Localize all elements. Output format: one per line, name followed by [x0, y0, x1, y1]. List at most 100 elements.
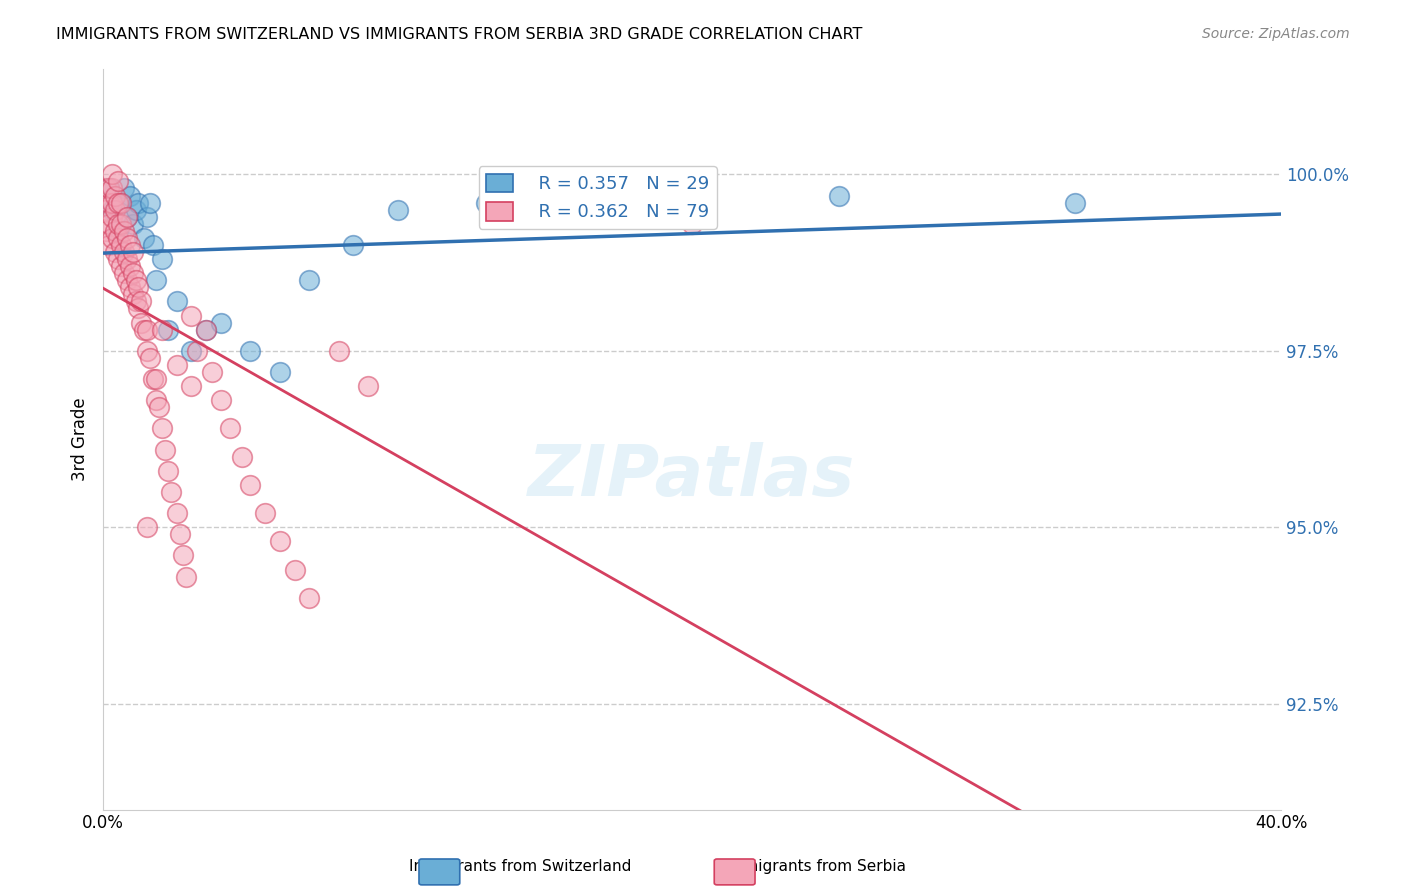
Point — [298, 273, 321, 287]
Point — [115, 210, 138, 224]
Point — [98, 181, 121, 195]
Point — [121, 245, 143, 260]
Point — [145, 372, 167, 386]
Point — [104, 245, 127, 260]
Point — [209, 393, 232, 408]
Point — [124, 294, 146, 309]
Point — [150, 252, 173, 266]
Point — [104, 188, 127, 202]
Point — [131, 294, 153, 309]
Point — [107, 252, 129, 266]
Point — [150, 323, 173, 337]
Point — [180, 343, 202, 358]
Point — [94, 181, 117, 195]
Point — [107, 231, 129, 245]
Point — [218, 421, 240, 435]
Point — [174, 569, 197, 583]
Point — [139, 195, 162, 210]
Point — [328, 343, 350, 358]
Point — [828, 188, 851, 202]
Point — [475, 195, 498, 210]
Point — [134, 323, 156, 337]
Point — [101, 167, 124, 181]
Point — [1063, 195, 1085, 210]
Text: Immigrants from Switzerland: Immigrants from Switzerland — [409, 859, 631, 874]
Point — [107, 174, 129, 188]
Text: Source: ZipAtlas.com: Source: ZipAtlas.com — [1202, 27, 1350, 41]
Point — [153, 442, 176, 457]
Point — [124, 202, 146, 217]
Point — [94, 202, 117, 217]
Point — [160, 485, 183, 500]
Point — [104, 202, 127, 217]
Point — [269, 534, 291, 549]
Point — [118, 259, 141, 273]
Point — [136, 343, 159, 358]
Point — [357, 379, 380, 393]
Point — [107, 224, 129, 238]
Point — [269, 365, 291, 379]
Point — [169, 527, 191, 541]
Point — [98, 181, 121, 195]
Point — [150, 421, 173, 435]
Point — [172, 549, 194, 563]
Point — [101, 231, 124, 245]
Point — [145, 273, 167, 287]
Point — [112, 224, 135, 238]
Point — [136, 323, 159, 337]
Point — [98, 238, 121, 252]
Point — [121, 287, 143, 301]
Point — [209, 316, 232, 330]
Point — [118, 280, 141, 294]
Point — [110, 195, 132, 210]
Point — [136, 210, 159, 224]
Point — [166, 294, 188, 309]
Point — [148, 401, 170, 415]
Legend:   R = 0.357   N = 29,   R = 0.362   N = 79: R = 0.357 N = 29, R = 0.362 N = 79 — [478, 167, 717, 228]
Point — [127, 195, 149, 210]
Point — [121, 266, 143, 280]
Point — [142, 238, 165, 252]
Text: ZIPatlas: ZIPatlas — [529, 442, 856, 510]
Point — [115, 231, 138, 245]
Point — [239, 343, 262, 358]
Point — [134, 231, 156, 245]
Point — [104, 224, 127, 238]
Point — [110, 259, 132, 273]
Point — [166, 358, 188, 372]
Point — [681, 217, 703, 231]
Point — [107, 217, 129, 231]
Point — [101, 202, 124, 217]
Point — [127, 301, 149, 316]
Point — [115, 252, 138, 266]
Point — [136, 520, 159, 534]
Point — [195, 323, 218, 337]
Point — [387, 202, 409, 217]
Y-axis label: 3rd Grade: 3rd Grade — [72, 397, 89, 481]
Point — [195, 323, 218, 337]
Point — [145, 393, 167, 408]
Point — [131, 316, 153, 330]
Point — [112, 181, 135, 195]
Point — [156, 464, 179, 478]
Point — [201, 365, 224, 379]
Point — [166, 506, 188, 520]
Text: Immigrants from Serbia: Immigrants from Serbia — [724, 859, 907, 874]
Point — [107, 195, 129, 210]
Point — [180, 379, 202, 393]
Point — [118, 238, 141, 252]
Point — [142, 372, 165, 386]
Point — [115, 273, 138, 287]
Point — [110, 238, 132, 252]
Point — [283, 563, 305, 577]
Point — [101, 195, 124, 210]
Point — [127, 280, 149, 294]
Point — [112, 245, 135, 260]
Point — [112, 266, 135, 280]
Point — [186, 343, 208, 358]
Point — [254, 506, 277, 520]
Point — [124, 273, 146, 287]
Point — [180, 309, 202, 323]
Point — [298, 591, 321, 605]
Point — [110, 195, 132, 210]
